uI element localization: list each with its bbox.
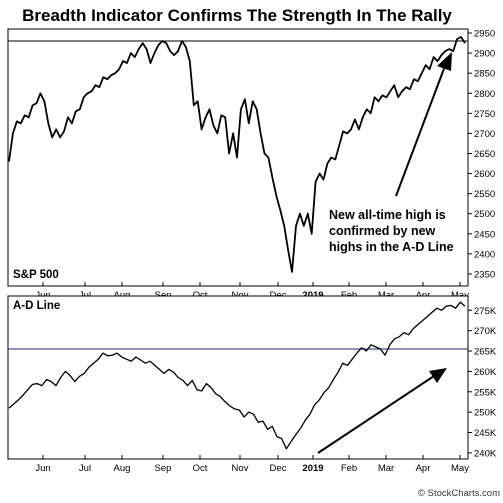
ad-line-x-tick-label: Nov <box>232 463 249 474</box>
ad-line-x-tick-label: Oct <box>193 463 208 474</box>
ad-line-plot-frame <box>7 295 469 460</box>
ad-line-y-tick-label: 265K <box>474 347 497 358</box>
ad-line-y-tick-label: 270K <box>474 326 497 337</box>
ad-line-x-tick-label: Dec <box>270 463 287 474</box>
annotation-line-1: New all-time high is <box>329 208 446 222</box>
sp500-panel-label: S&P 500 <box>13 269 59 281</box>
ad-line-y-tick-label: 260K <box>474 367 497 378</box>
ad-line-x-tick-label: Apr <box>416 463 431 474</box>
sp500-y-tick-label: 2950 <box>474 29 495 40</box>
ad-line-series <box>8 301 466 450</box>
ad-line-panel-label: A-D Line <box>13 300 60 312</box>
ad-line-x-axis: Jun Jul Aug Sep Oct Nov Dec 2019 Feb Mar Apr May <box>35 455 469 474</box>
ad-line-x-tick-label: 2019 <box>302 463 323 474</box>
ad-line-y-tick-label: 255K <box>474 387 497 398</box>
sp500-plot-frame <box>7 28 469 287</box>
ad-line-x-tick-label: Mar <box>378 463 394 474</box>
sp500-y-tick-label: 2500 <box>474 209 495 220</box>
stockcharts-credit: © StockCharts.com <box>418 488 500 499</box>
sp500-y-tick-label: 2800 <box>474 89 495 100</box>
sp500-y-tick-label: 2700 <box>474 129 495 140</box>
ad-line-x-tick-label: May <box>451 463 469 474</box>
sp500-y-tick-label: 2850 <box>474 69 495 80</box>
ad-line-y-tick-label: 245K <box>474 428 497 439</box>
ad-line-y-tick-label: 275K <box>474 306 497 317</box>
annotation-line-3: highs in the A-D Line <box>329 240 454 254</box>
sp500-panel: 2350 2400 2450 2500 2550 2600 2650 2700 2750 2800… <box>7 28 495 301</box>
sp500-price-line <box>8 36 466 273</box>
ad-line-panel: 240K 245K 250K 255K 260K 265K 270K 275K Jun Jul A… <box>7 295 497 474</box>
sp500-y-tick-label: 2650 <box>474 149 495 160</box>
sp500-y-axis: 2350 2400 2450 2500 2550 2600 2650 2700 2750 2800… <box>468 29 495 280</box>
annotation-arrow-bottom <box>317 368 447 454</box>
sp500-y-tick-label: 2400 <box>474 249 495 260</box>
ad-line-x-tick-label: Feb <box>341 463 357 474</box>
ad-line-x-tick-label: Jun <box>35 463 50 474</box>
sp500-y-tick-label: 2750 <box>474 109 495 120</box>
sp500-y-tick-label: 2900 <box>474 49 495 60</box>
annotation-line-2: confirmed by new <box>329 224 436 238</box>
sp500-y-tick-label: 2450 <box>474 229 495 240</box>
ad-line-x-tick-label: Sep <box>155 463 172 474</box>
ad-line-y-tick-label: 240K <box>474 448 497 459</box>
chart-title: Breadth Indicator Confirms The Strength … <box>22 6 452 25</box>
ad-line-x-tick-label: Jul <box>79 463 91 474</box>
sp500-y-tick-label: 2550 <box>474 189 495 200</box>
sp500-y-tick-label: 2600 <box>474 169 495 180</box>
sp500-y-tick-label: 2350 <box>474 269 495 280</box>
ad-line-y-axis: 240K 245K 250K 255K 260K 265K 270K 275K <box>468 306 497 459</box>
ad-line-y-tick-label: 250K <box>474 408 497 419</box>
annotation-arrow-top <box>395 52 452 197</box>
ad-line-x-tick-label: Aug <box>114 463 131 474</box>
